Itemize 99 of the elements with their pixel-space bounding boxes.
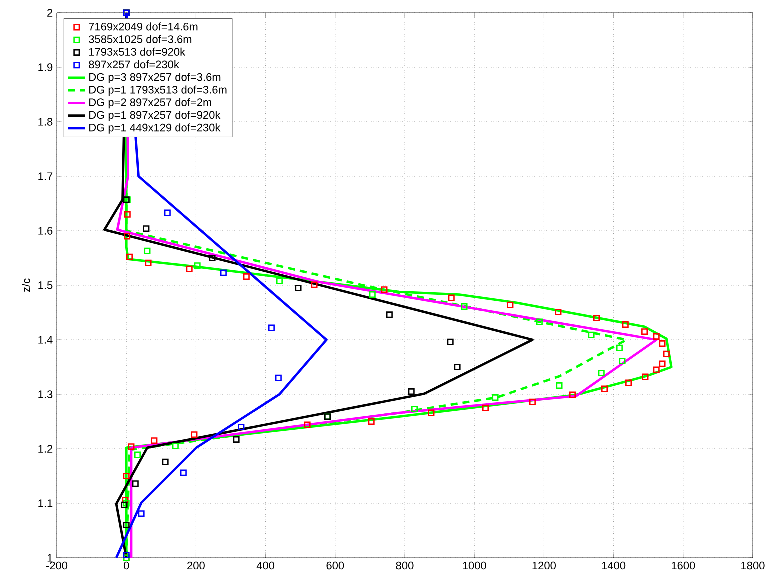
point [588,332,595,338]
point [172,443,179,450]
point [448,294,455,302]
point [411,406,418,412]
point [243,274,250,280]
point [556,382,563,390]
x-tick-label: 1400 [602,562,626,570]
point [428,410,435,416]
x-tick-label: 600 [326,562,344,570]
point [180,470,187,476]
y-axis-title: z/c [22,278,30,292]
point [151,438,158,444]
point [191,432,198,438]
legend-label: 7169x2049 dof=14.6m [89,22,198,31]
legend-label: 3585x1025 dof=3.6m [89,35,192,44]
point [275,374,282,382]
point [408,388,415,396]
point [616,344,623,352]
y-tick-label: 1.5 [38,282,53,290]
point [132,480,139,488]
point [507,302,514,308]
point [128,444,135,450]
point [482,404,489,412]
point [124,211,131,218]
point [126,254,133,260]
point [626,380,632,386]
point [653,333,660,340]
y-tick-label: 1.3 [38,390,53,398]
y-tick-label: 1 [48,554,53,562]
legend-label: DG p=2 897x257 dof=2m [90,98,212,109]
point [555,308,562,316]
legend-label: DG p=1 449x129 dof=230k [90,124,221,134]
point [145,260,152,266]
legend-label: DG p=1 1793x513 dof=3.6m [90,86,227,96]
point [304,422,311,428]
x-tick-label: 0 [124,562,130,570]
point [144,248,151,254]
point [536,318,543,326]
y-tick-label: 1.2 [38,445,53,453]
point [311,282,318,288]
legend-label: 897x257 dof=230k [89,60,180,69]
x-tick-label: 1000 [463,562,486,570]
x-tick-label: 1800 [742,562,765,570]
x-tick-label: -200 [46,562,68,570]
point [122,496,129,504]
y-tick-label: 1.1 [38,500,53,508]
legend-label: DG p=1 897x257 dof=920k [90,110,221,122]
y-tick-label: 2 [48,9,53,17]
point [162,458,169,466]
point [143,226,150,232]
point [659,340,666,348]
point [642,328,648,336]
point [642,374,649,380]
x-tick-label: 400 [256,562,275,570]
point [124,233,131,240]
legend-label: 1793x513 dof=920k [89,48,186,56]
point [369,292,376,298]
point [461,304,468,310]
point [134,452,141,458]
point [663,350,670,358]
point [123,552,130,559]
point [368,418,375,425]
y-tick-label: 1.6 [38,227,53,235]
point [209,254,216,262]
point [622,321,629,328]
point [194,262,201,270]
point [653,366,660,374]
point [529,398,536,406]
point [123,473,130,480]
legend-label: DG p=3 897x257 dof=3.6m [90,73,221,84]
point [238,424,245,430]
point [220,270,227,276]
point [268,324,275,332]
point [138,510,145,518]
point [295,284,302,292]
point [123,522,130,529]
y-tick-label: 1.7 [38,172,53,180]
y-tick-label: 1.8 [38,118,53,126]
x-tick-label: 1200 [532,562,556,570]
point [381,286,388,294]
point [454,364,461,370]
point [276,278,283,284]
point [386,312,393,318]
point [447,338,454,346]
point [598,370,605,376]
x-tick-label: 800 [396,562,414,570]
point [659,360,666,368]
point [602,386,608,392]
point [619,358,626,365]
y-tick-label: 1.9 [38,64,53,72]
point [594,314,600,322]
y-tick-label: 1.4 [38,336,53,344]
x-tick-label: 200 [188,562,205,570]
point [164,210,171,216]
point [569,392,576,398]
point [492,394,499,402]
point [186,266,193,272]
point [233,436,240,443]
x-tick-label: 1600 [672,562,696,570]
